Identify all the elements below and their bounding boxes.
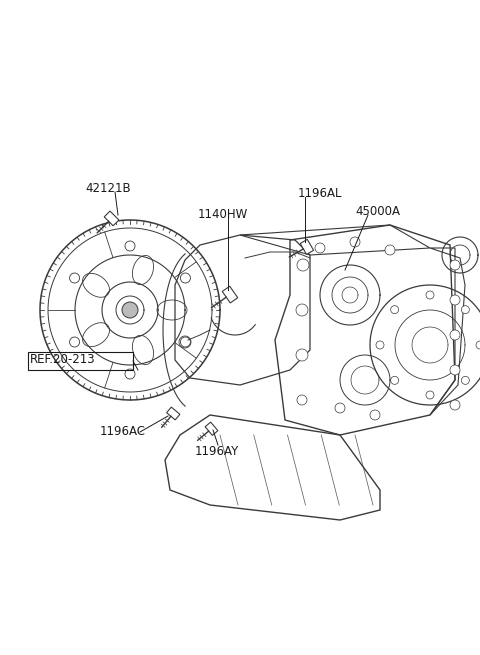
Polygon shape bbox=[104, 211, 119, 226]
Circle shape bbox=[350, 237, 360, 247]
Text: 1196AC: 1196AC bbox=[100, 425, 146, 438]
Polygon shape bbox=[222, 286, 238, 303]
Circle shape bbox=[297, 259, 309, 271]
Circle shape bbox=[122, 302, 138, 318]
Text: 1196AY: 1196AY bbox=[195, 445, 239, 458]
Circle shape bbox=[370, 410, 380, 420]
Circle shape bbox=[296, 349, 308, 361]
Circle shape bbox=[297, 395, 307, 405]
Circle shape bbox=[335, 403, 345, 413]
Circle shape bbox=[476, 341, 480, 349]
Circle shape bbox=[450, 400, 460, 410]
Text: 45000A: 45000A bbox=[355, 205, 400, 218]
Circle shape bbox=[426, 391, 434, 399]
Circle shape bbox=[461, 306, 469, 314]
Circle shape bbox=[385, 245, 395, 255]
Text: REF.20-213: REF.20-213 bbox=[30, 353, 96, 366]
Bar bbox=[28, 352, 133, 370]
Circle shape bbox=[461, 377, 469, 384]
Text: 42121B: 42121B bbox=[85, 182, 131, 195]
Circle shape bbox=[376, 341, 384, 349]
Text: 1140HW: 1140HW bbox=[198, 208, 248, 221]
Circle shape bbox=[391, 377, 399, 384]
Circle shape bbox=[450, 260, 460, 270]
Circle shape bbox=[426, 291, 434, 299]
Circle shape bbox=[450, 295, 460, 305]
Circle shape bbox=[391, 306, 399, 314]
Polygon shape bbox=[167, 407, 180, 420]
Polygon shape bbox=[300, 239, 313, 254]
Text: 1196AL: 1196AL bbox=[298, 187, 343, 200]
Circle shape bbox=[315, 243, 325, 253]
Circle shape bbox=[450, 365, 460, 375]
Circle shape bbox=[450, 330, 460, 340]
Circle shape bbox=[296, 304, 308, 316]
Polygon shape bbox=[205, 422, 218, 436]
